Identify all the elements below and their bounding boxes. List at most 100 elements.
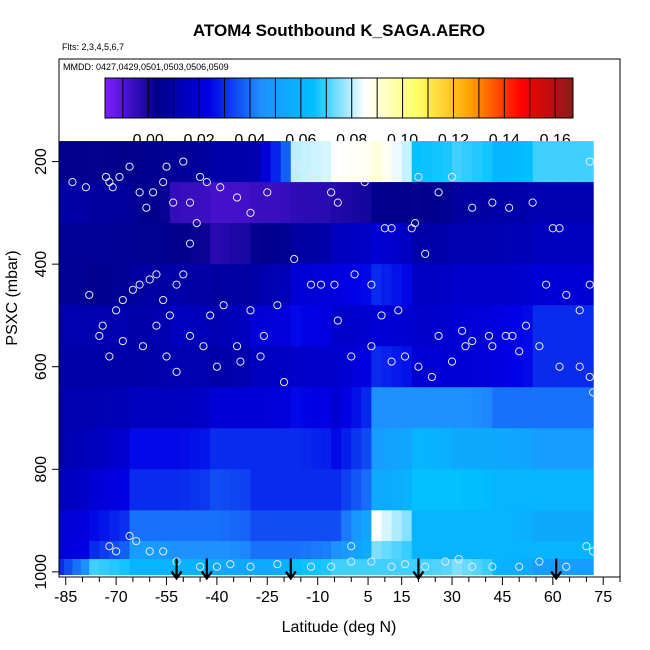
heatmap-cell xyxy=(159,541,171,560)
heatmap-cell xyxy=(64,387,74,429)
heatmap-cell xyxy=(547,223,564,265)
heatmap-cell xyxy=(230,387,242,429)
heatmap-cell xyxy=(220,510,231,542)
heatmap-cell xyxy=(492,541,504,560)
heatmap-cell xyxy=(482,346,493,388)
heatmap-cell xyxy=(149,182,161,224)
heatmap-cell xyxy=(462,428,473,470)
sample-point xyxy=(488,198,497,207)
heatmap-cell xyxy=(270,182,282,224)
heatmap-cell xyxy=(240,264,252,306)
heatmap-cell xyxy=(391,428,403,470)
sample-point xyxy=(367,280,376,289)
heatmap-cell xyxy=(210,559,221,576)
heatmap-cell xyxy=(240,182,252,224)
heatmap-cell xyxy=(72,428,82,470)
sample-point xyxy=(306,172,316,182)
heatmap-cell xyxy=(492,346,504,388)
heatmap-cell xyxy=(310,387,322,429)
heatmap-cell xyxy=(109,469,121,511)
heatmap-cell xyxy=(562,510,579,542)
heatmap-cell xyxy=(341,346,352,388)
heatmap-cell xyxy=(109,223,121,265)
heatmap-cell xyxy=(512,541,524,560)
heatmap-cell xyxy=(381,387,393,429)
sample-point xyxy=(468,336,477,346)
heatmap-cell xyxy=(159,223,171,265)
heatmap-cell xyxy=(80,469,90,511)
heatmap-cell xyxy=(149,305,161,347)
heatmap-cell xyxy=(149,141,161,183)
heatmap-cell xyxy=(72,387,82,429)
heatmap-cell xyxy=(159,559,171,576)
sample-point xyxy=(142,203,151,212)
heatmap-cell xyxy=(109,346,121,388)
heatmap-cell xyxy=(159,305,171,347)
heatmap-cell xyxy=(321,510,332,542)
heatmap-cell xyxy=(240,223,252,265)
heatmap-cell xyxy=(149,264,161,306)
heatmap-cell xyxy=(64,541,74,560)
heatmap-cell xyxy=(351,264,362,306)
heatmap-cell xyxy=(482,141,493,183)
heatmap-cell xyxy=(492,141,504,183)
heatmap-cell xyxy=(250,428,262,470)
heatmap-cell xyxy=(230,141,242,183)
heatmap-cell xyxy=(280,264,292,306)
sample-point xyxy=(273,301,282,310)
heatmap-cell xyxy=(230,469,242,511)
heatmap-cell xyxy=(482,182,493,224)
heatmap-cell xyxy=(381,141,393,183)
heatmap-cell xyxy=(411,264,423,306)
heatmap-cell xyxy=(381,559,393,576)
heatmap-cell xyxy=(280,182,292,224)
heatmap-cell xyxy=(431,141,443,183)
heatmap-cell xyxy=(472,223,483,265)
heatmap-cell xyxy=(190,305,201,347)
heatmap-cell xyxy=(250,223,262,265)
heatmap-cell xyxy=(240,559,252,576)
sample-point xyxy=(68,177,77,187)
heatmap-cell xyxy=(190,428,201,470)
heatmap-cell xyxy=(547,141,564,183)
sample-point xyxy=(185,239,195,248)
heatmap-cell xyxy=(532,141,549,183)
heatmap-cell xyxy=(59,305,65,347)
heatmap-cell xyxy=(159,141,171,183)
heatmap-cell xyxy=(169,387,181,429)
heatmap-cell xyxy=(300,182,312,224)
heatmap-cell xyxy=(139,264,151,306)
heatmap-cell xyxy=(220,346,231,388)
heatmap-cell xyxy=(129,264,141,306)
heatmap-cell xyxy=(80,223,90,265)
heatmap-cell xyxy=(562,428,579,470)
heatmap-cell xyxy=(578,182,594,224)
heatmap-cell xyxy=(149,387,161,429)
flight-marker-arrow xyxy=(284,558,297,581)
heatmap-cell xyxy=(411,305,423,347)
heatmap-cell xyxy=(512,346,524,388)
sample-point xyxy=(263,188,272,197)
heatmap-cell xyxy=(547,182,564,224)
y-tick-label: 600 xyxy=(33,353,50,380)
heatmap-cell xyxy=(391,182,403,224)
heatmap-cell xyxy=(290,305,302,347)
heatmap-cell xyxy=(230,541,242,560)
heatmap-cell xyxy=(351,305,362,347)
sample-point xyxy=(501,331,510,341)
sample-point xyxy=(115,172,124,182)
heatmap-cell xyxy=(512,559,524,576)
heatmap-cell xyxy=(532,541,549,560)
sample-point xyxy=(125,162,134,171)
heatmap-cell xyxy=(300,387,312,429)
heatmap-cell xyxy=(179,305,191,347)
x-tick-label: 30 xyxy=(443,589,461,606)
heatmap-cell xyxy=(462,559,473,576)
heatmap-cell xyxy=(129,141,141,183)
heatmap-cell xyxy=(331,541,342,560)
heatmap-cell xyxy=(89,305,100,347)
chart-title: ATOM4 Southbound K_SAGA.AERO xyxy=(193,21,485,40)
heatmap-cell xyxy=(99,141,110,183)
sample-point xyxy=(246,562,255,571)
heatmap-cell xyxy=(280,510,292,542)
